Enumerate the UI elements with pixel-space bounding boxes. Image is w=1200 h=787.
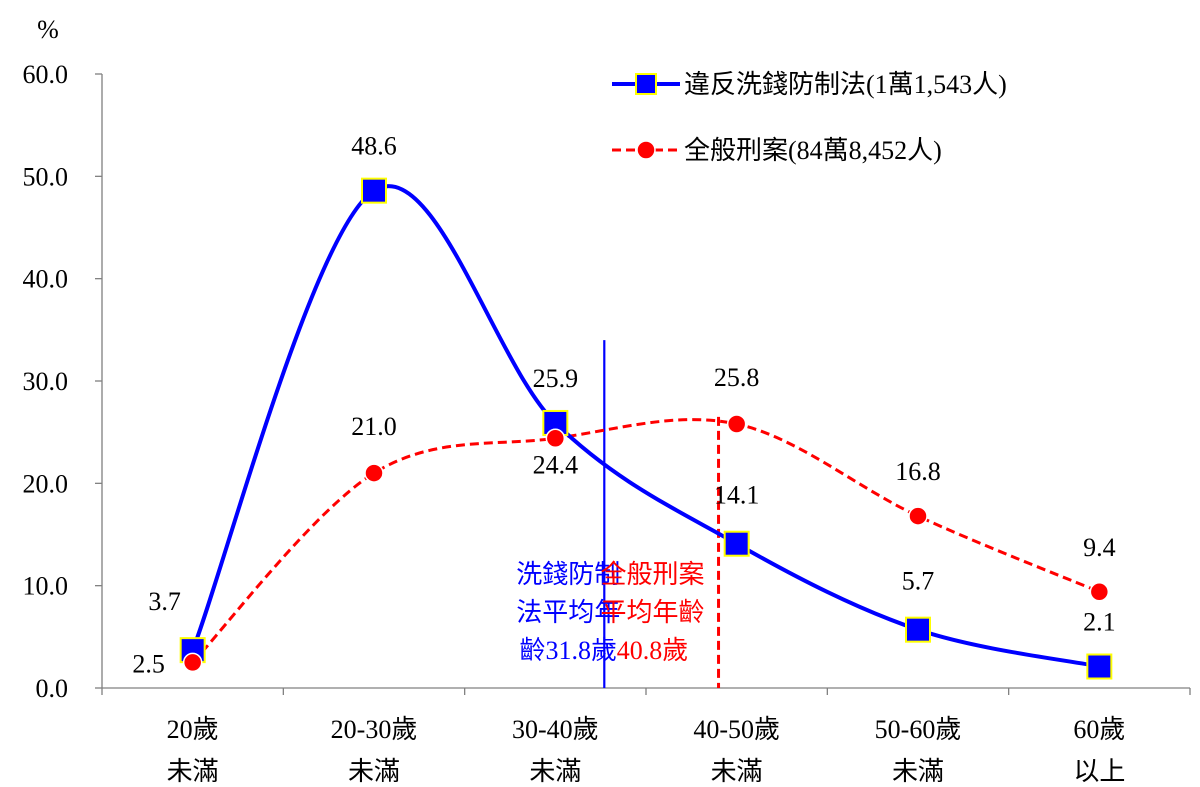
average-age-annotation: 40.8歲 (617, 636, 689, 665)
data-label: 2.5 (132, 649, 165, 678)
data-marker-general-crime (182, 652, 203, 673)
data-marker-general-crime (1089, 582, 1110, 602)
series-lines (190, 184, 1100, 669)
data-markers (179, 177, 1113, 680)
data-marker-general-crime (364, 463, 384, 483)
x-tick-label: 未滿 (711, 757, 763, 786)
legend-label: 全般刑案(84萬8,452人) (684, 136, 942, 165)
data-label: 24.4 (533, 450, 579, 479)
average-age-annotation: 齡31.8歲 (520, 636, 618, 665)
y-tick-label: 50.0 (23, 162, 69, 191)
data-label: 25.8 (714, 363, 760, 392)
x-tick-label: 50-60歲 (875, 715, 962, 744)
data-marker-money-laundering (905, 616, 931, 643)
data-label: 21.0 (351, 412, 397, 441)
x-axis: 20歲未滿20-30歲未滿30-40歲未滿40-50歲未滿50-60歲未滿60歲… (101, 687, 1191, 786)
legend-marker (636, 140, 656, 160)
data-marker-money-laundering (723, 530, 750, 557)
x-tick-label: 未滿 (167, 757, 219, 786)
data-marker-general-crime (908, 506, 928, 526)
data-marker-general-crime (726, 414, 747, 434)
data-label: 9.4 (1083, 533, 1116, 562)
data-marker-money-laundering (361, 177, 387, 204)
data-labels: 3.7 48.6 25.9 14.1 5.7 2.1 2.5 21.0 24.4 25.8 16.8… (132, 132, 1115, 679)
legend-marker (635, 73, 657, 95)
x-tick-label: 30-40歲 (512, 715, 599, 744)
x-tick-label: 40-50歲 (693, 715, 780, 744)
y-tick-label: 40.0 (23, 265, 69, 294)
data-label: 2.1 (1083, 608, 1116, 637)
x-tick-label: 以上 (1073, 757, 1125, 786)
y-tick-label: 0.0 (36, 674, 69, 703)
y-tick-label: 10.0 (23, 572, 69, 601)
average-age-annotation: 法平均年 (516, 598, 620, 627)
x-tick-label: 未滿 (892, 757, 944, 786)
legend-label: 違反洗錢防制法(1萬1,543人) (684, 70, 1007, 99)
x-tick-label: 20-30歲 (331, 715, 418, 744)
data-marker-money-laundering (1086, 653, 1113, 680)
series-line-general-crime (191, 418, 1100, 664)
average-age-annotation: 全般刑案 (601, 560, 705, 589)
y-tick-label: 30.0 (23, 367, 69, 396)
series-line-money-laundering (190, 184, 1100, 669)
data-label: 14.1 (714, 481, 760, 510)
data-label: 5.7 (902, 567, 935, 596)
average-age-annotation: 洗錢防制 (516, 560, 620, 589)
data-label: 3.7 (148, 587, 181, 616)
y-unit-label: % (37, 15, 59, 44)
y-tick-label: 60.0 (23, 60, 69, 89)
x-tick-label: 未滿 (348, 757, 400, 786)
y-axis: 0.0 10.0 20.0 30.0 40.0 50.0 60.0 (23, 60, 103, 703)
data-marker-general-crime (545, 428, 566, 449)
average-age-annotation: 平均年齡 (601, 598, 705, 627)
data-label: 16.8 (895, 457, 941, 486)
x-tick-label: 未滿 (529, 757, 581, 786)
x-tick-label: 20歲 (167, 715, 219, 744)
x-tick-label: 60歲 (1073, 715, 1125, 744)
y-tick-label: 20.0 (23, 469, 69, 498)
data-label: 48.6 (351, 132, 397, 161)
legend: 違反洗錢防制法(1萬1,543人) 全般刑案(84萬8,452人) (612, 70, 1007, 165)
data-label: 25.9 (533, 364, 579, 393)
